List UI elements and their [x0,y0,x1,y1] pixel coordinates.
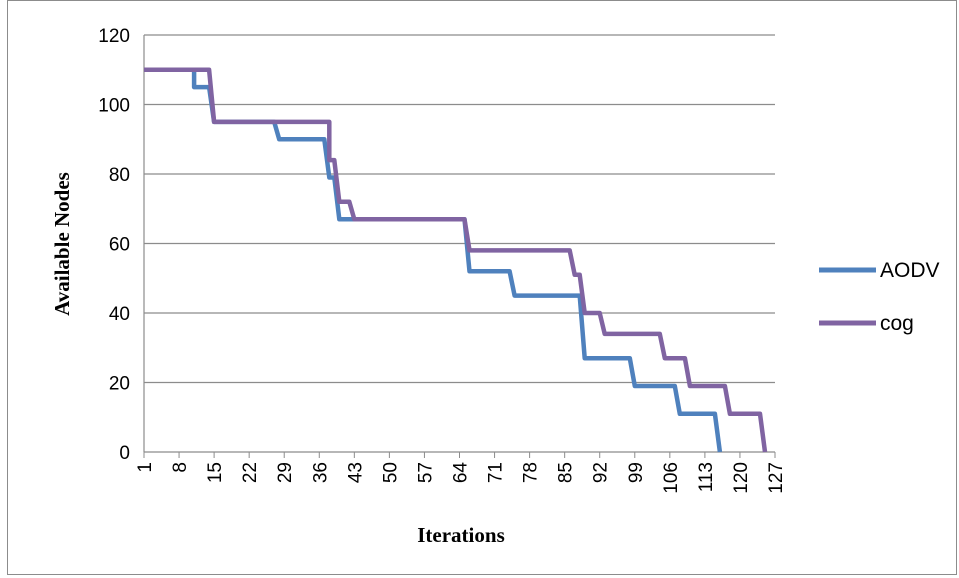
line-chart: 0 20 40 60 80 100 120 1 8 15 22 29 36 43 50 57 64 71 78 85… [50,26,940,547]
x-tick-label: 29 [275,462,296,483]
x-tick-label: 113 [696,462,717,492]
legend: AODV cog [819,259,940,335]
x-tick-label: 15 [205,462,226,483]
x-tick-label: 127 [766,462,787,494]
y-tick-label: 120 [98,26,130,47]
x-tick-label: 92 [591,462,612,483]
x-tick-label: 78 [521,462,542,483]
x-tick-label: 1 [135,462,156,473]
legend-label-aodv: AODV [880,259,940,282]
y-tick-label: 60 [109,235,130,256]
y-tick-label: 20 [109,374,130,395]
x-tick-label: 106 [661,462,682,494]
x-tick-label: 36 [310,462,331,483]
x-axis-ticks: 1 8 15 22 29 36 43 50 57 64 71 78 85 92 99 106 113 120 127 [135,452,787,494]
y-tick-label: 80 [109,165,130,186]
y-tick-label: 40 [109,304,130,325]
y-axis-ticks: 0 20 40 60 80 100 120 [98,26,130,464]
series-line-cog [144,67,768,453]
x-tick-label: 50 [380,462,401,483]
series-lines [144,67,768,453]
x-tick-label: 64 [451,462,472,484]
x-tick-label: 120 [731,462,752,494]
x-tick-label: 85 [556,462,577,483]
y-tick-label: 0 [119,443,130,464]
x-tick-label: 22 [240,462,261,483]
y-tick-label: 100 [98,96,130,117]
x-tick-label: 43 [345,462,366,483]
x-tick-label: 8 [170,462,191,473]
y-axis-title: Available Nodes [50,172,74,316]
gridlines [143,34,775,453]
x-tick-label: 71 [486,462,507,483]
x-tick-label: 57 [415,462,436,483]
x-axis-title: Iterations [417,523,505,547]
legend-label-cog: cog [880,312,914,335]
chart-frame: 0 20 40 60 80 100 120 1 8 15 22 29 36 43 50 57 64 71 78 85… [7,0,957,575]
x-tick-label: 99 [626,462,647,483]
series-line-aodv [144,67,723,453]
